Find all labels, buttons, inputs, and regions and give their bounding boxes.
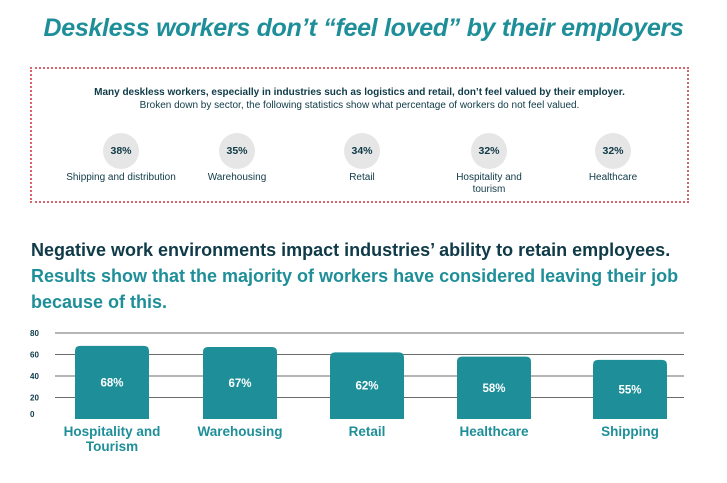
headline-part2: Results show that the majority of worker…: [31, 266, 679, 312]
data-label: 62%: [355, 381, 378, 393]
bar: [203, 346, 277, 419]
page-title: Deskless workers don’t “feel loved” by t…: [43, 14, 684, 42]
y-tick-label: 40: [30, 372, 39, 381]
bar: [330, 352, 404, 419]
x-tick-label: Shipping: [601, 424, 659, 439]
stat-retail: 34% Retail: [302, 133, 422, 184]
stat-label: Hospitality and tourism: [456, 172, 522, 195]
stat-label: Shipping and distribution: [66, 172, 176, 183]
headline: Negative work environments impact indust…: [31, 237, 711, 315]
stat-value: 35%: [219, 133, 255, 169]
stat-warehousing: 35% Warehousing: [177, 133, 297, 184]
x-tick-label: Tourism: [86, 439, 138, 454]
stat-shipping: 38% Shipping and distribution: [61, 133, 181, 184]
bar: [457, 356, 531, 419]
stat-label: Warehousing: [207, 172, 267, 183]
data-label: 67%: [228, 378, 251, 390]
bar: [593, 359, 667, 419]
intro-line-bold: Many deskless workers, especially in ind…: [94, 87, 625, 98]
x-tick-label: Hospitality and: [64, 424, 161, 439]
intro-box: Many deskless workers, especially in ind…: [30, 67, 689, 203]
stat-label: Retail: [349, 172, 375, 183]
stat-value: 34%: [344, 133, 380, 169]
bar-chart: 0 20 40 60 80 68% 67% 62% 58% 55% Hospitality andT…: [30, 329, 684, 454]
stat-value: 32%: [595, 133, 631, 169]
x-tick-label: Warehousing: [197, 424, 282, 439]
stat-value: 32%: [471, 133, 507, 169]
stat-hospitality: 32% Hospitality and tourism: [429, 133, 549, 196]
intro-line: Broken down by sector, the following sta…: [139, 100, 580, 111]
y-tick-label: 80: [30, 329, 39, 338]
y-tick-label: 60: [30, 351, 39, 360]
data-label: 55%: [618, 384, 641, 396]
x-tick-label: Retail: [349, 424, 386, 439]
data-label: 58%: [482, 383, 505, 395]
stat-value: 38%: [103, 133, 139, 169]
headline-part1: Negative work environments impact indust…: [31, 240, 671, 260]
y-tick-label: 20: [30, 394, 39, 403]
data-label: 68%: [100, 377, 123, 389]
stat-healthcare: 32% Healthcare: [553, 133, 673, 184]
stat-label: Healthcare: [588, 172, 638, 183]
x-tick-label: Healthcare: [459, 424, 529, 439]
bar: [75, 345, 149, 419]
y-tick-label: 0: [30, 410, 35, 419]
